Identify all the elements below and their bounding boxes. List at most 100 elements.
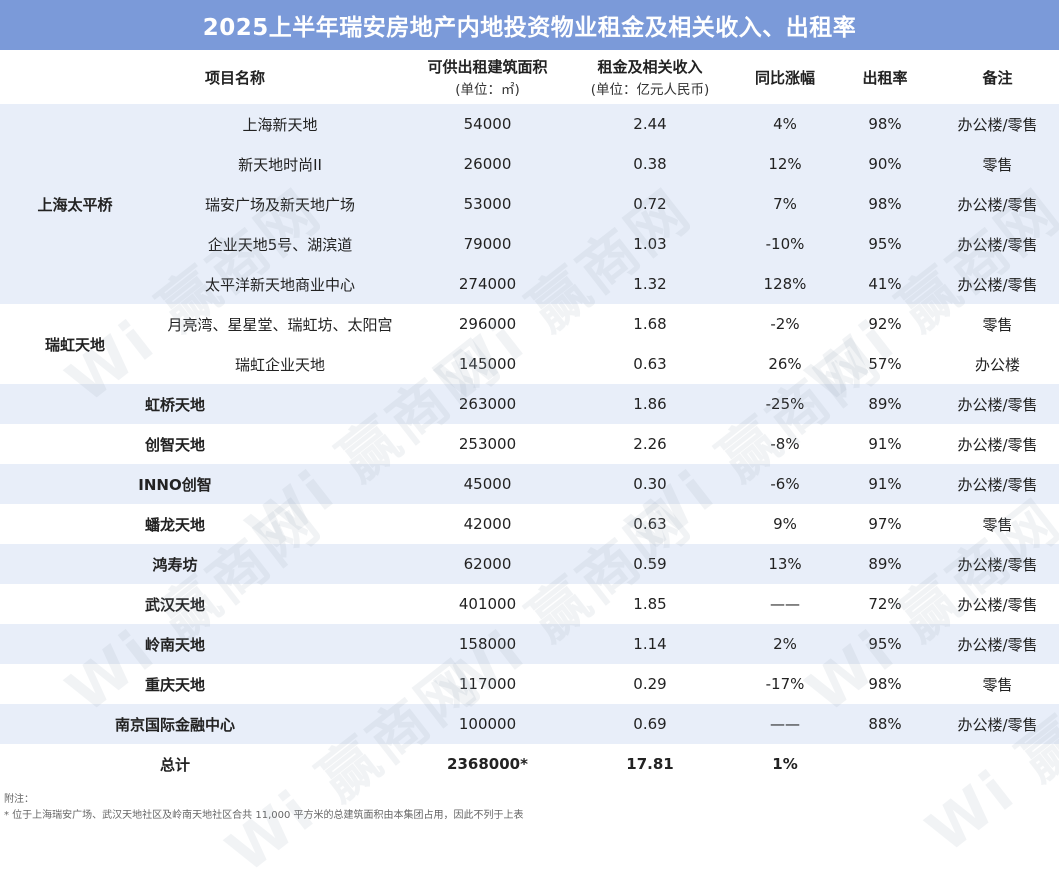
row-band xyxy=(0,504,1059,544)
project-name: 虹桥天地 xyxy=(144,395,205,414)
cell-yoy: 128% xyxy=(763,275,807,293)
cell-area: 42000 xyxy=(463,515,512,533)
header-occupancy: 出租率 xyxy=(840,50,930,104)
cell-remarks: 零售 xyxy=(982,155,1013,174)
project-name: 企业天地5号、湖滨道 xyxy=(207,235,353,254)
cell-occupancy: 91% xyxy=(868,475,902,493)
header-rent-unit: (单位：亿元人民币) xyxy=(590,82,710,98)
cell-area: 296000 xyxy=(458,315,517,333)
total-label: 总计 xyxy=(159,755,190,774)
cell-remarks: 办公楼/零售 xyxy=(957,475,1038,494)
project-name: INNO创智 xyxy=(138,475,212,494)
cell-area: 45000 xyxy=(463,475,512,493)
cell-yoy: 9% xyxy=(773,515,797,533)
cell-rent: 0.29 xyxy=(633,675,667,693)
cell-yoy: —— xyxy=(770,715,800,733)
project-name: 新天地时尚II xyxy=(238,155,322,174)
cell-occupancy: 57% xyxy=(868,355,902,373)
header-area: 可供出租建筑面积 (单位：㎡) xyxy=(400,50,575,104)
row-band xyxy=(0,544,1059,584)
cell-rent: 1.03 xyxy=(633,235,667,253)
cell-yoy: 4% xyxy=(773,115,797,133)
row-band xyxy=(0,624,1059,664)
project-name: 瑞虹企业天地 xyxy=(234,355,325,374)
project-name: 鸿寿坊 xyxy=(152,555,198,574)
cell-area: 54000 xyxy=(463,115,512,133)
cell-occupancy: 89% xyxy=(868,395,902,413)
cell-remarks: 零售 xyxy=(982,675,1013,694)
cell-remarks: 零售 xyxy=(982,315,1013,334)
project-name: 武汉天地 xyxy=(144,595,205,614)
cell-occupancy: 92% xyxy=(868,315,902,333)
cell-rent: 0.63 xyxy=(633,355,667,373)
row-band xyxy=(0,384,1059,424)
cell-rent: 0.72 xyxy=(633,195,667,213)
cell-area: 263000 xyxy=(458,395,517,413)
total-rent: 17.81 xyxy=(626,755,674,773)
cell-remarks: 办公楼/零售 xyxy=(957,435,1038,454)
cell-rent: 1.85 xyxy=(633,595,667,613)
project-name: 蟠龙天地 xyxy=(144,515,205,534)
total-remarks xyxy=(940,744,1055,784)
cell-occupancy: 98% xyxy=(868,115,902,133)
row-band xyxy=(0,464,1059,504)
cell-remarks: 办公楼/零售 xyxy=(957,235,1038,254)
footnote-text: * 位于上海瑞安广场、武汉天地社区及岭南天地社区合共 11,000 平方米的总建… xyxy=(4,810,524,821)
project-name: 南京国际金融中心 xyxy=(114,715,235,734)
project-name: 重庆天地 xyxy=(144,675,205,694)
project-name: 月亮湾、星星堂、瑞虹坊、太阳宫 xyxy=(167,315,393,334)
total-area: 2368000* xyxy=(447,755,528,773)
cell-rent: 1.32 xyxy=(633,275,667,293)
cell-remarks: 零售 xyxy=(982,515,1013,534)
cell-occupancy: 95% xyxy=(868,235,902,253)
cell-occupancy: 88% xyxy=(868,715,902,733)
cell-area: 158000 xyxy=(458,635,517,653)
cell-rent: 2.44 xyxy=(633,115,667,133)
cell-yoy: 13% xyxy=(768,555,802,573)
cell-area: 145000 xyxy=(458,355,517,373)
cell-area: 79000 xyxy=(463,235,512,253)
cell-rent: 0.59 xyxy=(633,555,667,573)
cell-remarks: 办公楼/零售 xyxy=(957,635,1038,654)
cell-remarks: 办公楼/零售 xyxy=(957,195,1038,214)
header-occupancy-text: 出租率 xyxy=(862,68,908,87)
cell-yoy: -2% xyxy=(770,315,800,333)
header-project-name: 项目名称 xyxy=(100,50,370,104)
cell-rent: 0.30 xyxy=(633,475,667,493)
header-area-unit: (单位：㎡) xyxy=(455,82,520,98)
row-band xyxy=(0,304,1059,384)
cell-occupancy: 89% xyxy=(868,555,902,573)
header-remarks: 备注 xyxy=(940,50,1055,104)
cell-yoy: -25% xyxy=(765,395,805,413)
cell-occupancy: 41% xyxy=(868,275,902,293)
cell-rent: 0.38 xyxy=(633,155,667,173)
project-name: 太平洋新天地商业中心 xyxy=(204,275,355,294)
cell-yoy: -10% xyxy=(765,235,805,253)
cell-area: 26000 xyxy=(463,155,512,173)
cell-yoy: 2% xyxy=(773,635,797,653)
cell-rent: 2.26 xyxy=(633,435,667,453)
cell-remarks: 办公楼 xyxy=(974,355,1020,374)
project-name: 创智天地 xyxy=(144,435,205,454)
row-band xyxy=(0,704,1059,744)
footnotes: 附注： * 位于上海瑞安广场、武汉天地社区及岭南天地社区合共 11,000 平方… xyxy=(4,792,524,824)
header-rent: 租金及相关收入 (单位：亿元人民币) xyxy=(570,50,730,104)
cell-occupancy: 90% xyxy=(868,155,902,173)
cell-area: 53000 xyxy=(463,195,512,213)
project-name: 瑞安广场及新天地广场 xyxy=(204,195,355,214)
group-label-taipingqiao: 上海太平桥 xyxy=(37,195,113,214)
project-name: 岭南天地 xyxy=(144,635,205,654)
cell-yoy: -6% xyxy=(770,475,800,493)
row-band xyxy=(0,424,1059,464)
cell-remarks: 办公楼/零售 xyxy=(957,595,1038,614)
header-area-text: 可供出租建筑面积 xyxy=(427,58,548,76)
header-yoy-text: 同比涨幅 xyxy=(754,68,815,87)
cell-rent: 0.63 xyxy=(633,515,667,533)
total-yoy: 1% xyxy=(772,755,798,773)
cell-remarks: 办公楼/零售 xyxy=(957,715,1038,734)
row-band xyxy=(0,744,1059,784)
cell-area: 401000 xyxy=(458,595,517,613)
cell-rent: 1.14 xyxy=(633,635,667,653)
cell-occupancy: 97% xyxy=(868,515,902,533)
cell-rent: 1.86 xyxy=(633,395,667,413)
